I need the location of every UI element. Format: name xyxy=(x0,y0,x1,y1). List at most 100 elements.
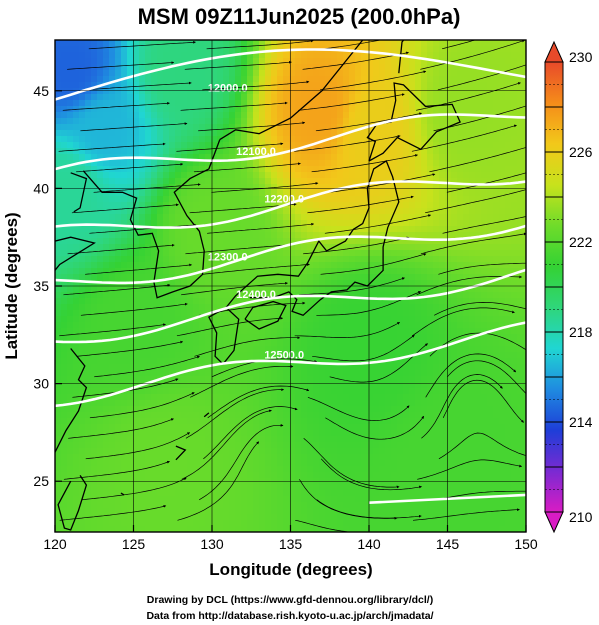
field-cell xyxy=(91,316,98,323)
field-cell xyxy=(439,142,446,149)
field-cell xyxy=(247,76,254,83)
field-cell xyxy=(361,400,368,407)
field-cell xyxy=(475,256,482,263)
field-cell xyxy=(277,328,284,335)
field-cell xyxy=(493,118,500,125)
field-cell xyxy=(91,82,98,89)
field-cell xyxy=(385,274,392,281)
field-cell xyxy=(313,160,320,167)
field-cell xyxy=(181,400,188,407)
field-cell xyxy=(271,196,278,203)
field-cell xyxy=(451,292,458,299)
field-cell xyxy=(211,238,218,245)
field-cell xyxy=(253,58,260,65)
field-cell xyxy=(379,118,386,125)
field-cell xyxy=(319,274,326,281)
field-cell xyxy=(271,52,278,59)
field-cell xyxy=(259,166,266,173)
field-cell xyxy=(331,64,338,71)
field-cell xyxy=(271,94,278,101)
field-cell xyxy=(349,190,356,197)
field-cell xyxy=(349,52,356,59)
field-cell xyxy=(67,376,74,383)
field-cell xyxy=(439,382,446,389)
field-cell xyxy=(259,316,266,323)
field-cell xyxy=(97,190,104,197)
field-cell xyxy=(229,340,236,347)
field-cell xyxy=(361,52,368,59)
field-cell xyxy=(145,88,152,95)
field-cell xyxy=(391,388,398,395)
field-cell xyxy=(409,106,416,113)
field-cell xyxy=(73,280,80,287)
field-cell xyxy=(205,136,212,143)
field-cell xyxy=(235,166,242,173)
field-cell xyxy=(187,382,194,389)
field-cell xyxy=(241,388,248,395)
field-cell xyxy=(181,130,188,137)
field-cell xyxy=(283,364,290,371)
field-cell xyxy=(397,70,404,77)
field-cell xyxy=(235,64,242,71)
field-cell xyxy=(457,154,464,161)
field-cell xyxy=(67,328,74,335)
field-cell xyxy=(157,346,164,353)
field-cell xyxy=(247,334,254,341)
field-cell xyxy=(145,196,152,203)
field-cell xyxy=(403,118,410,125)
field-cell xyxy=(511,58,518,65)
field-cell xyxy=(319,112,326,119)
field-cell xyxy=(265,370,272,377)
field-cell xyxy=(223,82,230,89)
field-cell xyxy=(481,214,488,221)
field-cell xyxy=(295,232,302,239)
field-cell xyxy=(277,58,284,65)
field-cell xyxy=(523,100,526,107)
field-cell xyxy=(253,136,260,143)
field-cell xyxy=(127,232,134,239)
field-cell xyxy=(223,154,230,161)
field-cell xyxy=(475,406,482,413)
field-cell xyxy=(265,214,272,221)
field-cell xyxy=(151,298,158,305)
field-cell xyxy=(349,400,356,407)
field-cell xyxy=(187,88,194,95)
field-cell xyxy=(439,268,446,275)
field-cell xyxy=(499,250,506,257)
field-cell xyxy=(151,352,158,359)
field-cell xyxy=(85,172,92,179)
field-cell xyxy=(169,196,176,203)
field-cell xyxy=(391,244,398,251)
field-cell xyxy=(73,124,80,131)
field-cell xyxy=(223,388,230,395)
field-cell xyxy=(175,118,182,125)
field-cell xyxy=(505,64,512,71)
field-cell xyxy=(511,376,518,383)
field-cell xyxy=(61,166,68,173)
field-cell xyxy=(265,274,272,281)
field-cell xyxy=(373,124,380,131)
field-cell xyxy=(97,184,104,191)
field-cell xyxy=(211,412,218,419)
field-cell xyxy=(415,364,422,371)
field-cell xyxy=(319,82,326,89)
field-cell xyxy=(379,202,386,209)
field-cell xyxy=(457,370,464,377)
field-cell xyxy=(169,370,176,377)
field-cell xyxy=(127,310,134,317)
field-cell xyxy=(73,148,80,155)
field-cell xyxy=(97,412,104,419)
field-cell xyxy=(397,262,404,269)
field-cell xyxy=(361,40,368,47)
field-cell xyxy=(331,250,338,257)
field-cell xyxy=(97,400,104,407)
field-cell xyxy=(271,256,278,263)
field-cell xyxy=(97,136,104,143)
field-cell xyxy=(415,406,422,413)
field-cell xyxy=(397,316,404,323)
field-cell xyxy=(61,262,68,269)
field-cell xyxy=(487,334,494,341)
field-cell xyxy=(175,220,182,227)
field-cell xyxy=(343,412,350,419)
field-cell xyxy=(493,406,500,413)
